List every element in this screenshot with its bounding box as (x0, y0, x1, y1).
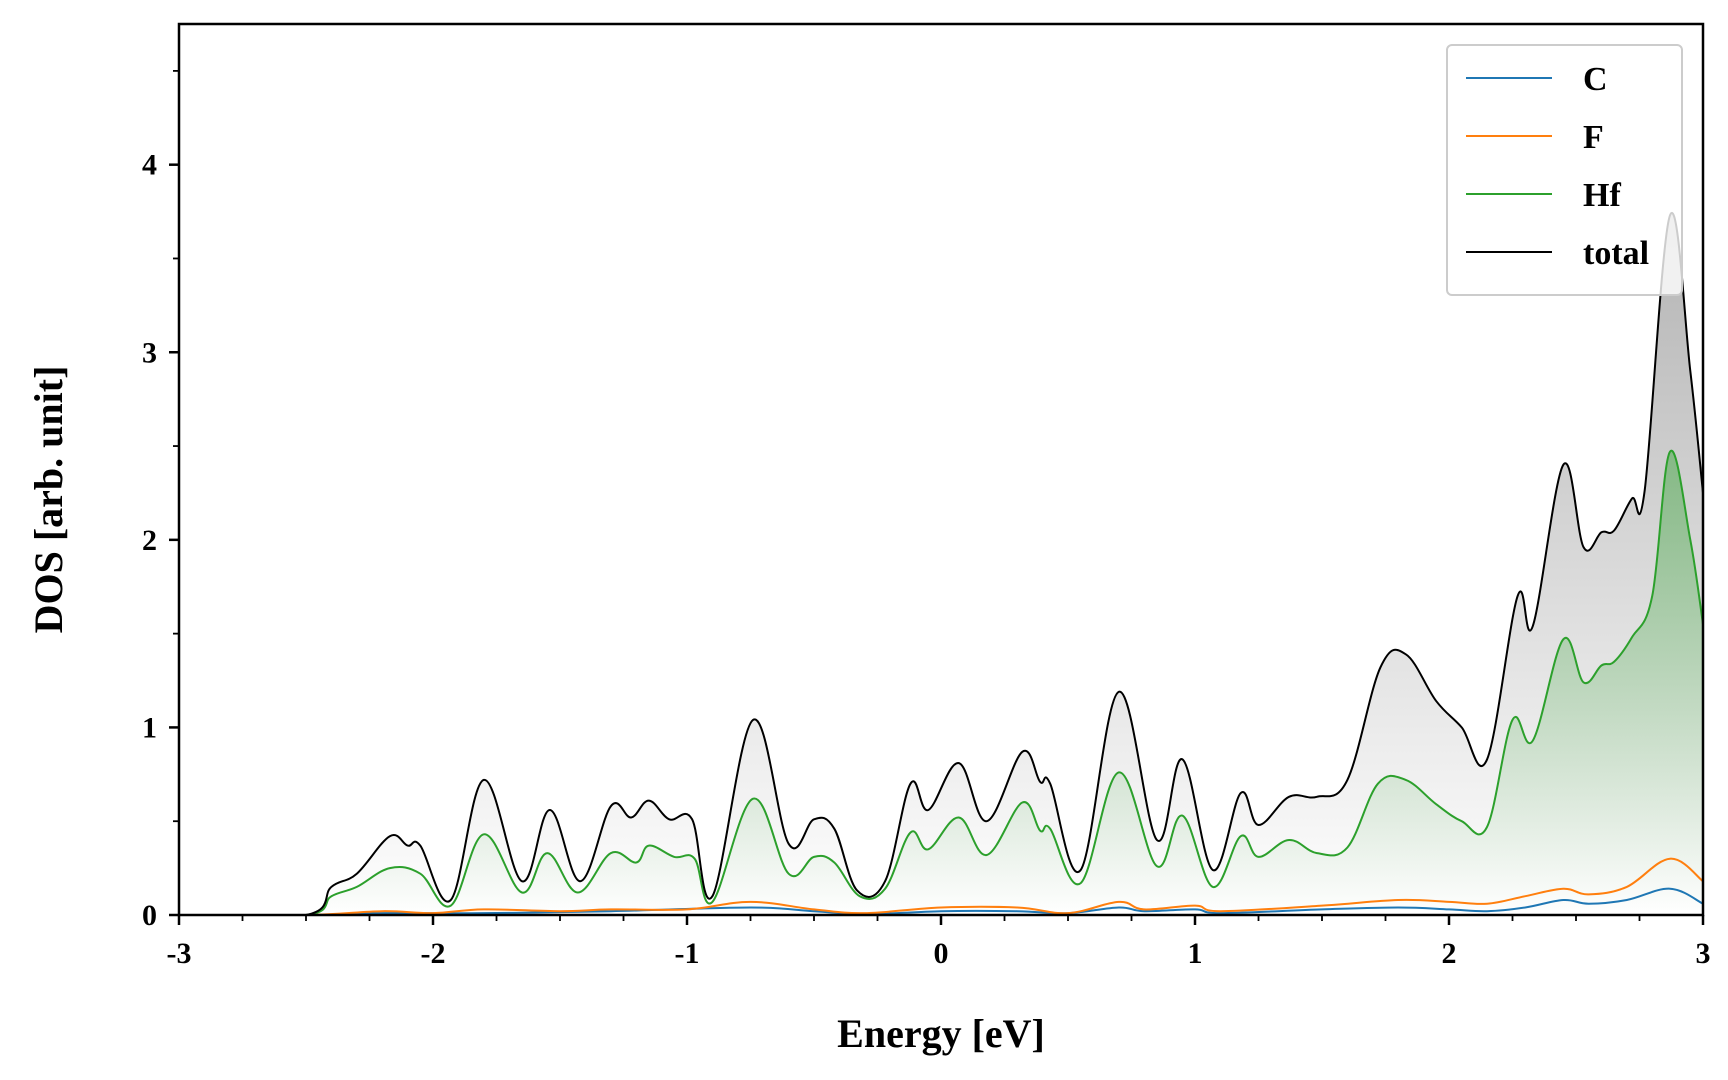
legend-box (1446, 44, 1683, 296)
area-fills (179, 212, 1703, 915)
y-tick-label: 1 (142, 711, 157, 744)
series-line-c (179, 887, 1703, 915)
x-tick-label: 3 (1696, 937, 1711, 970)
series-line-hf (179, 449, 1703, 915)
area-fill-total (179, 212, 1703, 915)
legend-label-total: total (1583, 235, 1649, 272)
series-line-total (179, 211, 1703, 915)
series-lines (179, 211, 1703, 915)
y-tick-label: 0 (142, 899, 157, 932)
x-tick-label: -1 (675, 937, 700, 970)
y-tick-label: 3 (142, 336, 157, 369)
y-tick-label: 4 (142, 149, 157, 182)
axis-ticks (169, 69, 1705, 925)
x-tick-label: 1 (1188, 937, 1203, 970)
y-tick-label: 2 (142, 524, 157, 557)
axis-tick-labels: -3 -2 -1 0 1 2 3 0 1 2 3 4 (142, 149, 1711, 970)
legend-label-c: C (1583, 61, 1608, 98)
y-axis-label: DOS [arb. unit] (26, 366, 71, 634)
legend-label-f: F (1583, 119, 1604, 156)
area-fill-hf (179, 450, 1703, 915)
x-tick-label: -2 (421, 937, 446, 970)
legend: CF Hf total (1446, 44, 1683, 296)
x-tick-label: 2 (1442, 937, 1457, 970)
series-line-f (179, 857, 1703, 915)
x-tick-label: 0 (934, 937, 949, 970)
legend-label-hf: Hf (1583, 177, 1621, 214)
x-tick-label: -3 (167, 937, 192, 970)
x-axis-label: Energy [eV] (837, 1011, 1045, 1056)
